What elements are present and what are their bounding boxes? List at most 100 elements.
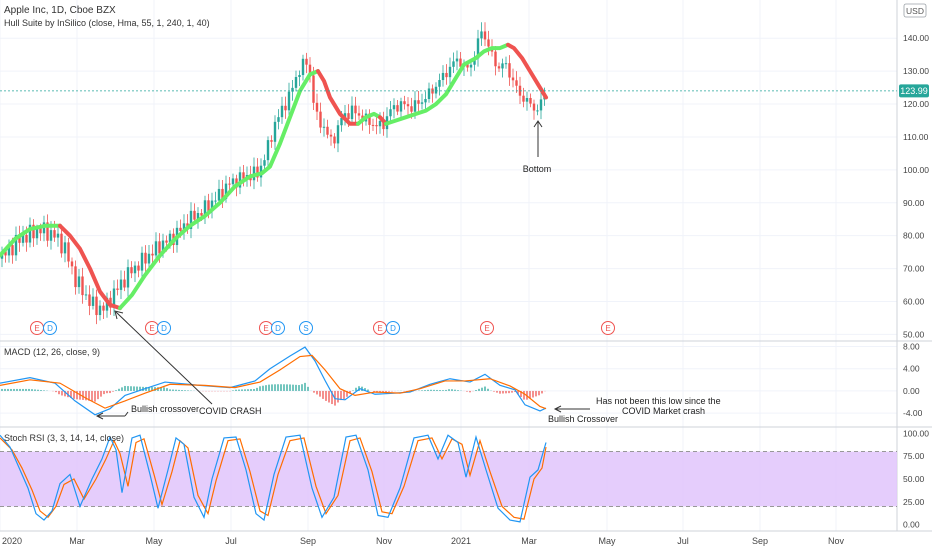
candle-body xyxy=(179,227,182,232)
candle-body xyxy=(151,253,154,256)
candle-body xyxy=(70,261,74,267)
price-tick-label: 100.00 xyxy=(903,165,929,175)
hull-segment-up xyxy=(118,69,320,311)
candle-body xyxy=(4,251,7,256)
event-badge-label: E xyxy=(377,324,382,333)
price-tick-label: 120.00 xyxy=(903,99,929,109)
annotation-bottom: Bottom xyxy=(523,120,551,174)
candle-body xyxy=(308,64,312,76)
candle-body xyxy=(406,104,410,107)
candle-body xyxy=(459,58,462,67)
hull-segment-up xyxy=(0,223,62,258)
candle-body xyxy=(329,134,333,137)
candle-body xyxy=(322,126,326,128)
price-axis[interactable]: 140.00 130.00 120.00 110.00 100.00 90.00 80.00… xyxy=(903,33,929,339)
currency-button[interactable] xyxy=(903,3,927,18)
candle-body xyxy=(221,188,224,199)
hull-segment-down xyxy=(316,69,360,126)
candle-body xyxy=(119,279,123,290)
candle-body xyxy=(305,58,308,65)
candle-body xyxy=(28,224,32,243)
candle-body xyxy=(74,266,77,288)
time-tick-label: Sep xyxy=(752,536,768,546)
candle-body xyxy=(266,140,270,161)
candle-body xyxy=(347,113,350,120)
candle-body xyxy=(522,95,525,102)
candle-body xyxy=(539,99,543,111)
candle-body xyxy=(473,58,476,65)
event-badge-label: S xyxy=(303,324,308,333)
time-axis[interactable]: 2020 Mar May Jul Sep Nov 2021 Mar May Jul Sep Nov xyxy=(2,536,844,546)
candle-body xyxy=(81,276,84,296)
price-tick-label: 50.00 xyxy=(903,329,925,339)
candle-body xyxy=(354,105,357,114)
candle-body xyxy=(483,31,487,40)
stoch-tick-label: 75.00 xyxy=(903,451,925,461)
candle-body xyxy=(371,124,375,126)
candle-body xyxy=(102,305,105,311)
candle-body xyxy=(18,234,21,243)
macd-tick-label: 8.00 xyxy=(903,342,920,352)
candle-body xyxy=(95,296,98,316)
macd-label: MACD (12, 26, close, 9) xyxy=(4,347,100,357)
event-badge-E xyxy=(601,321,615,335)
event-badge-D xyxy=(43,321,57,335)
candle-body xyxy=(298,75,301,78)
candle-body xyxy=(49,230,53,241)
candle-body xyxy=(242,172,245,179)
event-badge-label: E xyxy=(34,324,39,333)
candle-body xyxy=(130,267,133,274)
event-badge-label: D xyxy=(161,324,167,333)
time-tick-label: 2020 xyxy=(2,536,22,546)
candle-body xyxy=(452,61,455,67)
candle-body xyxy=(56,233,60,238)
candle-body xyxy=(340,117,343,126)
last-price-label: 123.99 xyxy=(900,86,928,96)
candle-body xyxy=(123,279,126,288)
candle-body xyxy=(126,267,130,288)
candle-body xyxy=(326,126,329,135)
candle-body xyxy=(532,103,536,111)
candle-body xyxy=(469,64,473,68)
price-tick-label: 140.00 xyxy=(903,33,929,43)
stoch-axis[interactable]: 100.00 75.00 50.00 25.00 0.00 xyxy=(903,428,929,529)
candle-body xyxy=(277,117,280,122)
candle-body xyxy=(193,210,196,220)
stoch-tick-label: 25.00 xyxy=(903,497,925,507)
candle-body xyxy=(207,200,210,212)
candle-body xyxy=(497,66,501,69)
currency-label: USD xyxy=(906,6,924,16)
candle-body xyxy=(536,110,539,112)
candle-body xyxy=(441,72,445,81)
candle-body xyxy=(203,200,207,216)
time-tick-label: Nov xyxy=(376,536,393,546)
macd-axis[interactable]: 8.00 4.00 0.00 -4.00 xyxy=(903,342,923,419)
annotation-bullish-crossover-2-label: Bullish Crossover xyxy=(548,414,618,424)
stoch-tick-label: 50.00 xyxy=(903,474,925,484)
candle-body xyxy=(280,105,284,118)
candle-body xyxy=(396,105,399,112)
candle-body xyxy=(196,213,200,220)
candle-body xyxy=(273,121,277,142)
candle-body xyxy=(91,296,95,306)
candle-body xyxy=(35,228,39,239)
candle-body xyxy=(455,58,459,62)
candle-body xyxy=(88,294,91,306)
candle-body xyxy=(287,91,291,111)
time-tick-label: 2021 xyxy=(451,536,471,546)
candle-body xyxy=(7,245,11,256)
candle-body xyxy=(389,109,392,117)
event-badge-D xyxy=(157,321,171,335)
candle-body xyxy=(189,210,193,229)
candle-body xyxy=(63,242,67,254)
candle-body xyxy=(217,188,221,201)
candle-body xyxy=(200,213,203,216)
candle-body xyxy=(438,80,441,87)
hull-segment-down xyxy=(58,223,122,311)
stoch-band xyxy=(0,451,897,507)
stoch-label: Stoch RSI (3, 3, 14, 14, close) xyxy=(4,433,124,443)
candle-body xyxy=(291,87,294,92)
